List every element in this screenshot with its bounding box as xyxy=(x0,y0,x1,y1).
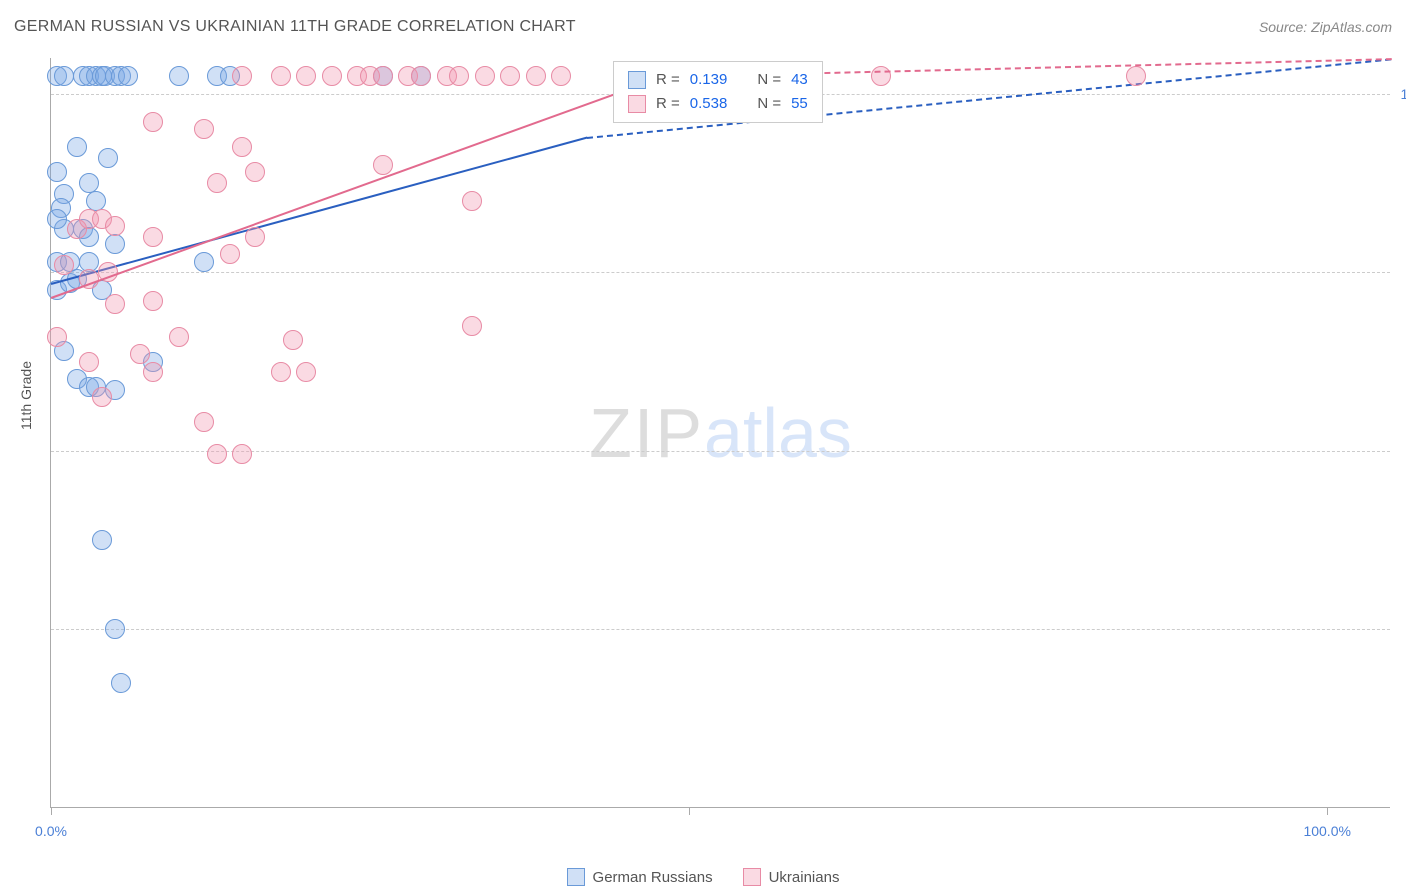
data-point xyxy=(92,530,112,550)
trend-line xyxy=(51,137,588,285)
data-point xyxy=(118,66,138,86)
data-point xyxy=(271,362,291,382)
data-point xyxy=(232,137,252,157)
data-point xyxy=(111,673,131,693)
data-point xyxy=(871,66,891,86)
data-point xyxy=(232,66,252,86)
gridline xyxy=(51,629,1390,630)
data-point xyxy=(462,316,482,336)
legend-swatch xyxy=(743,868,761,886)
n-label: N = xyxy=(757,92,781,116)
data-point xyxy=(373,66,393,86)
n-label: N = xyxy=(757,68,781,92)
trend-line xyxy=(51,76,664,299)
data-point xyxy=(373,155,393,175)
x-tick-label: 100.0% xyxy=(1303,823,1350,839)
data-point xyxy=(526,66,546,86)
data-point xyxy=(245,162,265,182)
data-point xyxy=(245,227,265,247)
x-tick xyxy=(1327,807,1328,815)
data-point xyxy=(92,387,112,407)
data-point xyxy=(500,66,520,86)
stat-row: R = 0.538 N = 55 xyxy=(628,92,808,116)
data-point xyxy=(130,344,150,364)
legend-item: German Russians xyxy=(567,868,713,886)
data-point xyxy=(194,412,214,432)
scatter-plot-area: ZIPatlas 85.0%90.0%95.0%100.0%0.0%100.0%… xyxy=(50,58,1390,808)
n-value: 43 xyxy=(791,68,808,92)
data-point xyxy=(322,66,342,86)
legend-item: Ukrainians xyxy=(743,868,840,886)
series-swatch xyxy=(628,71,646,89)
data-point xyxy=(143,362,163,382)
r-label: R = xyxy=(656,68,680,92)
data-point xyxy=(54,255,74,275)
data-point xyxy=(79,352,99,372)
data-point xyxy=(143,291,163,311)
r-value: 0.538 xyxy=(690,92,728,116)
data-point xyxy=(1126,66,1146,86)
data-point xyxy=(271,66,291,86)
data-point xyxy=(283,330,303,350)
data-point xyxy=(47,327,67,347)
watermark: ZIPatlas xyxy=(589,393,852,473)
data-point xyxy=(475,66,495,86)
y-tick-label: 85.0% xyxy=(1398,621,1406,637)
data-point xyxy=(105,619,125,639)
bottom-legend: German Russians Ukrainians xyxy=(0,868,1406,886)
data-point xyxy=(411,66,431,86)
data-point xyxy=(47,209,67,229)
data-point xyxy=(169,66,189,86)
data-point xyxy=(54,66,74,86)
data-point xyxy=(105,216,125,236)
data-point xyxy=(143,227,163,247)
data-point xyxy=(105,294,125,314)
stat-row: R = 0.139 N = 43 xyxy=(628,68,808,92)
source-attribution: Source: ZipAtlas.com xyxy=(1259,19,1392,35)
data-point xyxy=(220,244,240,264)
data-point xyxy=(207,444,227,464)
data-point xyxy=(551,66,571,86)
y-axis-label: 11th Grade xyxy=(18,361,34,430)
data-point xyxy=(169,327,189,347)
data-point xyxy=(67,137,87,157)
data-point xyxy=(47,162,67,182)
gridline xyxy=(51,272,1390,273)
x-tick-label: 0.0% xyxy=(35,823,67,839)
data-point xyxy=(462,191,482,211)
data-point xyxy=(449,66,469,86)
data-point xyxy=(105,234,125,254)
legend-label: Ukrainians xyxy=(769,869,840,886)
chart-header: GERMAN RUSSIAN VS UKRAINIAN 11TH GRADE C… xyxy=(14,18,1392,36)
r-value: 0.139 xyxy=(690,68,728,92)
r-label: R = xyxy=(656,92,680,116)
y-tick-label: 90.0% xyxy=(1398,443,1406,459)
data-point xyxy=(207,173,227,193)
data-point xyxy=(296,66,316,86)
data-point xyxy=(98,148,118,168)
y-tick-label: 95.0% xyxy=(1398,264,1406,280)
chart-title: GERMAN RUSSIAN VS UKRAINIAN 11TH GRADE C… xyxy=(14,18,576,36)
data-point xyxy=(143,112,163,132)
data-point xyxy=(296,362,316,382)
series-swatch xyxy=(628,95,646,113)
x-tick xyxy=(51,807,52,815)
x-tick xyxy=(689,807,690,815)
legend-swatch xyxy=(567,868,585,886)
n-value: 55 xyxy=(791,92,808,116)
data-point xyxy=(194,119,214,139)
y-tick-label: 100.0% xyxy=(1398,86,1406,102)
data-point xyxy=(232,444,252,464)
legend-label: German Russians xyxy=(593,869,713,886)
data-point xyxy=(194,252,214,272)
correlation-stat-box: R = 0.139 N = 43 R = 0.538 N = 55 xyxy=(613,61,823,123)
